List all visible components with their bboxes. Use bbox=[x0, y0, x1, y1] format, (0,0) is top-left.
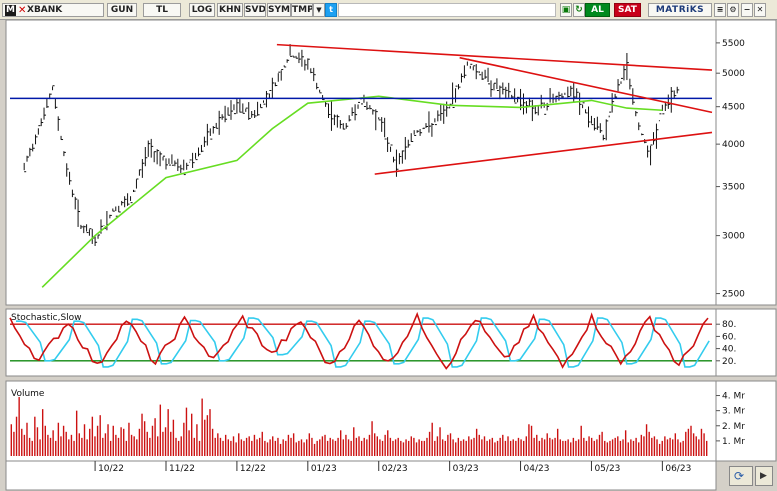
stoch-k-line bbox=[9, 311, 709, 370]
matriks-logo: M bbox=[5, 5, 16, 16]
stochastic-title: Stochastic,Slow bbox=[11, 313, 82, 323]
axes: 2500 3000 3500 4000 4500 5000 5500 20. 40. 60. 80.… bbox=[94, 39, 745, 474]
buy-button[interactable]: AL bbox=[585, 3, 610, 17]
sync-button[interactable]: ⟳ bbox=[729, 466, 753, 486]
price-axis-panel bbox=[715, 20, 777, 306]
close-icon[interactable]: ✕ bbox=[754, 3, 766, 17]
chart-icon[interactable]: ▣ bbox=[560, 3, 572, 17]
scroll-right-button[interactable]: ▶ bbox=[755, 466, 773, 486]
time-tick-label: 01/23 bbox=[311, 464, 337, 474]
price-tick-label: 3500 bbox=[722, 183, 745, 193]
stoch-tick-label: 60. bbox=[722, 332, 736, 342]
volume-tick-label: 1. Mr bbox=[722, 437, 745, 447]
time-tick-label: 03/23 bbox=[453, 464, 479, 474]
toolbar-spacer-field bbox=[338, 3, 556, 17]
price-tick-label: 4000 bbox=[722, 140, 745, 150]
moving-average-line bbox=[41, 95, 663, 288]
trendline bbox=[276, 43, 713, 71]
time-tick-label: 11/22 bbox=[169, 464, 195, 474]
stochastic-axis-panel bbox=[715, 308, 777, 377]
volume-tick-label: 3. Mr bbox=[722, 407, 745, 417]
settings-icon[interactable]: ≡ bbox=[714, 3, 726, 17]
price-tick-label: 5500 bbox=[722, 39, 745, 49]
sync-icon: ⟳ bbox=[734, 469, 745, 483]
price-tick-label: 5000 bbox=[722, 69, 745, 79]
trendline bbox=[374, 131, 713, 175]
time-tick-label: 02/23 bbox=[382, 464, 408, 474]
time-axis-panel bbox=[5, 460, 717, 491]
sym-button[interactable]: SYM bbox=[267, 3, 291, 17]
chart-toolbar: M ✕ XBANK GUN TL LOG KHN SVD SYM TMP ▼ t… bbox=[0, 0, 777, 20]
trendline bbox=[459, 56, 713, 114]
log-scale-button[interactable]: LOG bbox=[189, 3, 215, 17]
stoch-d-line bbox=[16, 317, 710, 368]
symbol-selector[interactable]: M ✕ XBANK bbox=[2, 3, 104, 17]
dropdown-arrow-icon[interactable]: ▼ bbox=[313, 3, 325, 17]
time-tick-label: 10/22 bbox=[98, 464, 124, 474]
arrow-right-icon: ▶ bbox=[760, 471, 767, 481]
time-tick-label: 06/23 bbox=[665, 464, 691, 474]
price-panel bbox=[5, 20, 717, 306]
volume-tick-label: 2. Mr bbox=[722, 422, 745, 432]
price-tick-label: 2500 bbox=[722, 290, 745, 300]
gear-icon[interactable]: ⚙ bbox=[727, 3, 739, 17]
close-symbol-icon[interactable]: ✕ bbox=[18, 5, 27, 16]
period-button[interactable]: GUN bbox=[107, 3, 137, 17]
time-tick-label: 12/22 bbox=[240, 464, 266, 474]
tmp-button[interactable]: TMP bbox=[291, 3, 313, 17]
price-tick-label: 4500 bbox=[722, 103, 745, 113]
time-tick-label: 04/23 bbox=[524, 464, 550, 474]
brand-label: MATRiKS bbox=[648, 3, 712, 17]
khn-button[interactable]: KHN bbox=[217, 3, 243, 17]
chart-area: 2500 3000 3500 4000 4500 5000 5500 20. 40. 60. 80.… bbox=[5, 20, 777, 491]
twitter-icon[interactable]: t bbox=[325, 3, 337, 17]
time-tick-label: 05/23 bbox=[594, 464, 620, 474]
minimize-icon[interactable]: − bbox=[741, 3, 753, 17]
stoch-tick-label: 80. bbox=[722, 320, 736, 330]
volume-tick-label: 4. Mr bbox=[722, 392, 745, 402]
volume-series bbox=[10, 397, 708, 456]
stoch-tick-label: 20. bbox=[722, 357, 736, 367]
volume-title: Volume bbox=[11, 389, 45, 399]
stochastic-series bbox=[9, 311, 712, 370]
svd-button[interactable]: SVD bbox=[244, 3, 266, 17]
refresh-icon[interactable]: ↻ bbox=[573, 3, 585, 17]
price-tick-label: 3000 bbox=[722, 232, 745, 242]
symbol-label: XBANK bbox=[27, 5, 63, 15]
currency-button[interactable]: TL bbox=[143, 3, 181, 17]
stoch-tick-label: 40. bbox=[722, 345, 736, 355]
sell-button[interactable]: SAT bbox=[614, 3, 641, 17]
price-series bbox=[10, 43, 713, 288]
volume-axis-panel bbox=[715, 380, 777, 462]
